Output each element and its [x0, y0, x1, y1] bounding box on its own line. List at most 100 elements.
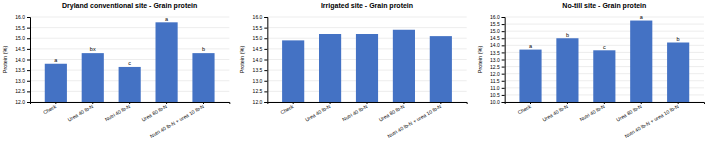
tick-label: 16.0	[15, 14, 25, 20]
tick-label: Urea 40 lb-N	[67, 103, 95, 123]
tick-label: 14.0	[253, 57, 263, 63]
tick: Urea 80 lb-N	[615, 102, 643, 123]
tick-label: 10.0	[490, 99, 500, 105]
grid-line	[30, 17, 229, 18]
tick-mark	[604, 102, 605, 104]
tick: 10.0	[490, 99, 505, 105]
tick-mark	[264, 91, 267, 92]
tick: 15.0	[490, 28, 505, 34]
tick: 12.0	[490, 71, 505, 77]
y-axis: 12.012.513.013.514.014.515.015.516.0	[15, 14, 30, 105]
tick-mark	[502, 60, 505, 61]
tick: 14.0	[253, 57, 268, 63]
tick: Nutri 40 lb-N + urea 10 lb-N	[149, 102, 205, 139]
bar	[156, 22, 178, 102]
tick: 13.0	[15, 78, 30, 84]
tick-label: Urea 80 lb-N	[378, 103, 406, 123]
figure: 12.012.513.013.514.014.515.015.516.0Chec…	[0, 0, 712, 151]
tick-mark	[203, 102, 204, 104]
annotations: abcab	[529, 14, 680, 50]
tick: Urea 40 lb-N	[541, 102, 569, 123]
tick-mark	[502, 31, 505, 32]
tick: 12.5	[490, 64, 505, 70]
grid-line	[30, 48, 229, 49]
tick-mark	[27, 91, 30, 92]
tick-mark	[502, 81, 505, 82]
bar	[192, 53, 214, 102]
title: Dryland conventional site - Grain protei…	[62, 2, 197, 10]
tick-mark	[502, 74, 505, 75]
grid-line	[505, 31, 704, 32]
tick-label: 15.5	[15, 25, 25, 31]
annotation: a	[640, 14, 644, 20]
annotation: b	[202, 46, 205, 52]
tick-mark	[92, 102, 93, 104]
tick-mark	[330, 102, 331, 104]
tick: 12.5	[15, 88, 30, 94]
tick-mark	[264, 60, 267, 61]
tick-label: 10.5	[490, 92, 500, 98]
tick-mark	[27, 28, 30, 29]
tick-mark	[502, 45, 505, 46]
panel: 12.012.513.013.514.014.515.015.516.0Chec…	[2, 2, 230, 139]
tick-label: Urea 40 lb-N	[304, 103, 332, 123]
tick-mark	[55, 102, 56, 104]
tick-mark	[166, 102, 167, 104]
bars	[45, 22, 215, 102]
tick: 15.5	[490, 21, 505, 27]
bar	[430, 36, 452, 102]
tick: Nutri 40 lb-N + urea 10 lb-N	[386, 102, 442, 139]
tick: 12.0	[253, 99, 268, 105]
annotation: a	[54, 57, 58, 63]
tick-label: 11.0	[490, 85, 500, 91]
tick-label: 12.5	[253, 88, 263, 94]
tick: Check	[279, 102, 295, 115]
grid-line	[30, 38, 229, 39]
tick-label: Urea 40 lb-N	[541, 103, 569, 123]
tick-mark	[27, 60, 30, 61]
tick-label: 15.0	[15, 35, 25, 41]
tick: Nutri 40 lb-N	[104, 102, 132, 122]
tick-mark	[502, 52, 505, 53]
y-axis: 10.010.511.011.512.012.513.013.514.014.5…	[490, 14, 505, 105]
tick-label: 16.0	[253, 14, 263, 20]
tick-label: Nutri 40 lb-N	[104, 103, 132, 122]
annotation: c	[128, 60, 131, 66]
tick-mark	[27, 102, 30, 103]
tick: 16.0	[15, 14, 30, 20]
tick-mark	[27, 49, 30, 50]
title: No-till site - Grain protein	[562, 2, 646, 10]
bar	[519, 50, 541, 102]
tick: 12.5	[253, 88, 268, 94]
tick: 15.0	[253, 35, 268, 41]
tick: Check	[42, 102, 58, 115]
tick: 15.0	[15, 35, 30, 41]
tick-mark	[264, 49, 267, 50]
tick-mark	[264, 17, 267, 18]
tick-label: 13.0	[490, 57, 500, 63]
tick: 10.5	[490, 92, 505, 98]
bar	[45, 64, 67, 102]
axis-title: Protein (%)	[477, 46, 483, 74]
tick-label: 13.5	[15, 67, 25, 73]
tick-mark	[502, 17, 505, 18]
tick: Nutri 40 lb-N + urea 10 lb-N	[623, 102, 679, 139]
tick: 14.0	[490, 42, 505, 48]
tick-label: 12.0	[15, 99, 25, 105]
bars	[519, 21, 689, 102]
tick: Nutri 40 lb-N	[341, 102, 369, 122]
tick: 13.5	[490, 50, 505, 56]
tick: Urea 40 lb-N	[67, 102, 95, 123]
tick-mark	[403, 102, 404, 104]
tick-mark	[502, 67, 505, 68]
tick: Nutri 40 lb-N	[578, 102, 606, 122]
annotation: c	[603, 44, 606, 50]
annotation: b	[677, 36, 680, 42]
bar	[630, 21, 652, 102]
grid	[267, 17, 466, 102]
tick-label: Urea 80 lb-N	[140, 103, 168, 123]
tick-mark	[502, 88, 505, 89]
tick: 15.5	[253, 25, 268, 31]
title: Irrigated site - Grain protein	[321, 2, 413, 10]
tick-mark	[530, 102, 531, 104]
